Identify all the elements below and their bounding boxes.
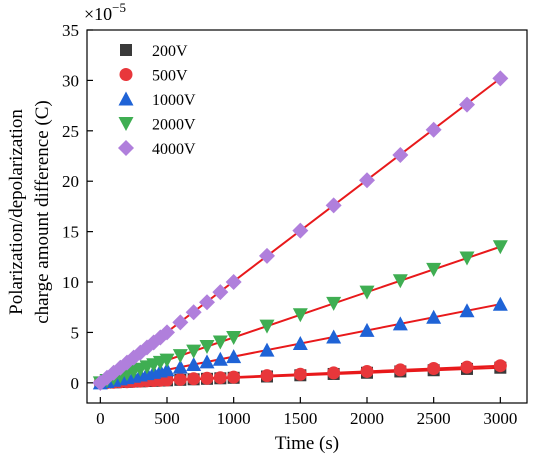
y-axis-title-line2: charge amount difference (C)	[32, 100, 53, 324]
data-point	[492, 240, 508, 255]
legend-marker	[119, 68, 133, 81]
data-point	[460, 360, 474, 374]
legend-marker	[118, 91, 134, 106]
data-point	[326, 329, 342, 344]
legend-label: 200V	[152, 43, 188, 60]
data-point	[426, 309, 442, 324]
data-point	[259, 342, 275, 357]
legend-label: 2000V	[152, 117, 196, 134]
data-point	[212, 335, 228, 350]
y-tick-label: 5	[71, 323, 80, 342]
y-multiplier-base: ×10	[84, 4, 112, 24]
data-point	[292, 336, 308, 351]
data-point	[212, 351, 228, 366]
legend-marker	[120, 44, 132, 56]
data-point	[359, 172, 375, 189]
x-tick-label: 2000	[350, 409, 384, 428]
data-point	[159, 362, 175, 377]
legend-label: 500V	[152, 68, 188, 85]
data-point	[187, 372, 201, 386]
data-point	[172, 314, 189, 331]
data-point	[172, 359, 188, 374]
data-point	[199, 294, 215, 311]
legend-label: 4000V	[152, 141, 196, 158]
x-tick-label: 1000	[217, 409, 251, 428]
data-point	[459, 303, 475, 318]
data-point	[493, 359, 507, 373]
y-tick-label: 30	[62, 71, 79, 90]
data-point	[260, 369, 274, 383]
y-tick-label: 35	[62, 21, 79, 40]
data-point	[227, 370, 241, 384]
x-tick-label: 2500	[417, 409, 451, 428]
data-point	[393, 363, 407, 377]
data-point	[492, 70, 509, 87]
axes-frame	[86, 29, 528, 404]
axis-ticks: 0 500 1000 1500 2000 2500 3000 0 5 10 15 20 25 30 35	[62, 21, 517, 428]
data-point	[426, 262, 442, 277]
data-point	[259, 247, 275, 264]
data-point	[326, 296, 342, 311]
data-point	[425, 121, 442, 138]
data-point	[226, 330, 242, 345]
data-point	[327, 366, 341, 380]
data-point	[199, 340, 215, 355]
x-tick-label: 1500	[283, 409, 317, 428]
y-axis-title-line1: Polarization/depolarization	[6, 109, 27, 315]
data-point	[213, 371, 227, 385]
data-point	[459, 96, 475, 113]
data-point	[359, 322, 375, 337]
data-point	[392, 316, 408, 331]
data-point	[185, 304, 202, 321]
data-point	[186, 356, 202, 371]
data-point	[492, 296, 508, 311]
data-point	[259, 319, 275, 334]
legend-label: 1000V	[152, 92, 196, 109]
y-multiplier: ×10−5	[84, 0, 126, 24]
x-tick-label: 3000	[483, 409, 517, 428]
data-point	[173, 372, 187, 386]
data-point	[427, 362, 441, 376]
data-point	[292, 222, 309, 239]
data-point	[292, 308, 308, 323]
data-point	[159, 353, 175, 368]
y-tick-label: 0	[71, 374, 80, 393]
data-point	[360, 364, 374, 378]
x-tick-label: 500	[154, 409, 180, 428]
y-tick-label: 25	[62, 122, 79, 141]
data-point	[392, 274, 408, 289]
data-point	[392, 147, 409, 164]
data-points	[92, 70, 509, 391]
data-point	[459, 251, 475, 266]
data-point	[186, 344, 202, 359]
data-point	[199, 354, 215, 369]
legend: 200V 500V 1000V 2000V 4000V	[118, 43, 196, 158]
data-point	[212, 284, 229, 301]
data-point	[172, 349, 188, 364]
y-multiplier-exponent: −5	[112, 0, 126, 15]
data-point	[359, 285, 375, 300]
data-point	[293, 367, 307, 381]
data-point	[325, 197, 342, 214]
data-point	[159, 324, 175, 341]
x-tick-label: 0	[96, 409, 105, 428]
data-point	[226, 349, 242, 364]
x-axis-title: Time (s)	[275, 433, 339, 454]
legend-marker	[118, 117, 134, 131]
y-tick-label: 20	[62, 172, 79, 191]
data-point	[200, 371, 214, 385]
y-tick-label: 10	[62, 273, 79, 292]
plot-border	[86, 29, 528, 404]
legend-marker	[118, 140, 134, 156]
y-tick-label: 15	[62, 223, 79, 242]
data-point	[225, 274, 242, 291]
